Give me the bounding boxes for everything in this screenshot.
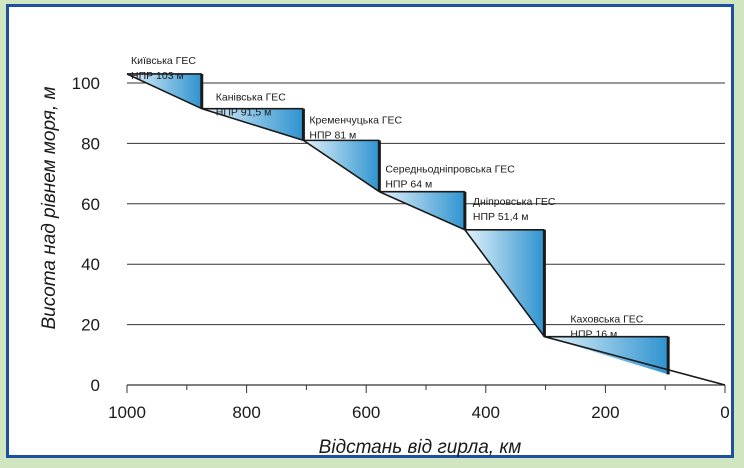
x-tick-label: 600	[352, 403, 380, 422]
dam-name-label: Канівська ГЕС	[216, 92, 287, 104]
grid-layer	[126, 82, 726, 393]
dam-npr-label: НПР 16 м	[570, 329, 617, 341]
dam-name-label: Кременчуцька ГЕС	[309, 114, 402, 126]
dam-npr-label: НПР 81 м	[309, 129, 356, 141]
y-tick-label: 20	[81, 316, 100, 335]
x-axis-label: Відстань від гирла, км	[319, 437, 522, 458]
left-background-strip	[0, 0, 6, 468]
annotation-layer: Київська ГЕС НПР 103 м Канівська ГЕС НПР 91…	[131, 55, 644, 341]
y-tick-label: 40	[81, 255, 100, 274]
dam-name-label: Київська ГЕС	[131, 55, 196, 67]
x-tick-label: 0	[720, 403, 729, 422]
y-tick-label: 80	[81, 134, 100, 153]
y-tick-label: 60	[81, 195, 100, 214]
x-tick-label: 1000	[108, 403, 146, 422]
dam-layer	[200, 73, 670, 375]
dam-npr-label: НПР 51,4 м	[473, 211, 529, 223]
dam-name-label: Дніпровська ГЕС	[473, 196, 556, 208]
reservoir-6	[544, 336, 669, 375]
dam-name-label: Каховська ГЕС	[570, 314, 643, 326]
dam-npr-label: НПР 64 м	[385, 179, 432, 191]
x-tick-label: 400	[472, 403, 500, 422]
y-axis-label: Висота над рівнем моря, м	[39, 86, 60, 329]
x-tick-label: 800	[232, 403, 260, 422]
dam-npr-label: НПР 91,5 м	[216, 107, 272, 119]
y-tick-label: 100	[72, 74, 100, 93]
x-tick-label: 200	[591, 403, 619, 422]
chart-frame	[6, 4, 734, 458]
y-tick-label: 0	[91, 376, 100, 395]
dam-name-label: Середньодніпровська ГЕС	[385, 164, 515, 176]
dam-npr-label: НПР 103 м	[131, 70, 184, 82]
tick-layer: 0 20 40 60 80 100 1000 800 600 400 200 0	[72, 74, 730, 422]
